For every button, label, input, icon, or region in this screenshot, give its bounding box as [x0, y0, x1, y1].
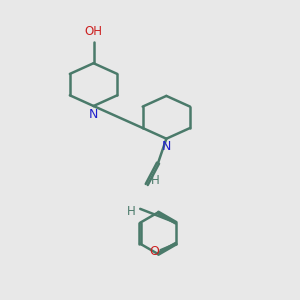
Text: OH: OH	[85, 25, 103, 38]
Text: H: H	[151, 174, 160, 188]
Text: O: O	[149, 245, 159, 258]
Text: H: H	[127, 205, 136, 218]
Text: N: N	[162, 140, 171, 154]
Text: N: N	[89, 108, 98, 121]
